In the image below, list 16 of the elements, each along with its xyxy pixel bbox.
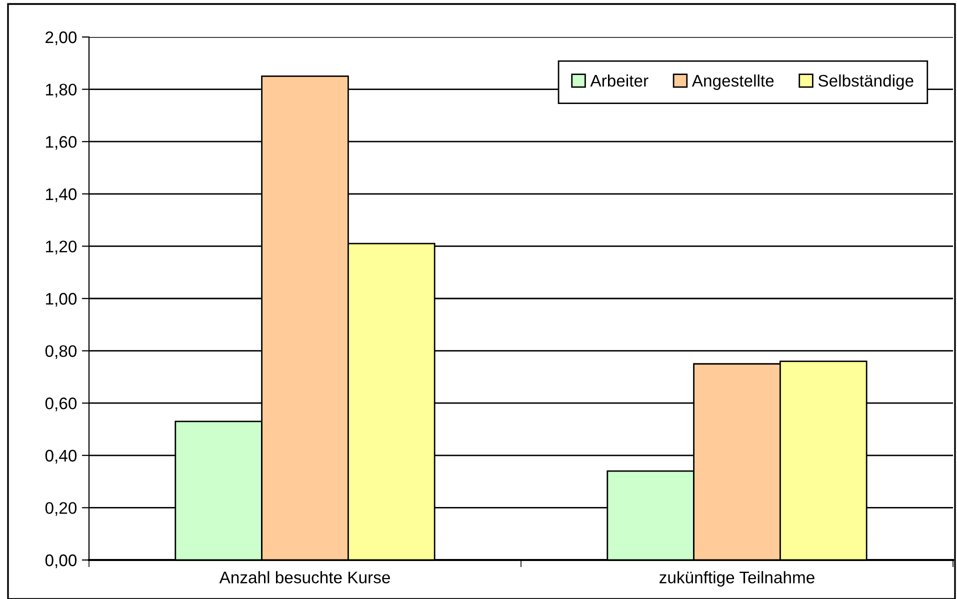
y-tick-label: 1,60 xyxy=(46,136,77,150)
x-tick-label: zukünftige Teilnahme xyxy=(660,571,814,587)
legend-label: Arbeiter xyxy=(590,74,648,87)
legend-label: Selbständige xyxy=(818,74,914,90)
y-tick-label: 0,40 xyxy=(45,450,77,464)
y-tick-label: 0,80 xyxy=(45,345,77,359)
legend-label: Angestellte xyxy=(692,74,774,90)
y-tick-label: 0,00 xyxy=(45,554,77,568)
y-tick-label: 0,20 xyxy=(45,502,77,516)
y-tick-label: 1,00 xyxy=(46,292,77,307)
x-tick-label: Anzahl besuchte Kurse xyxy=(219,571,390,584)
y-tick-label: 1,20 xyxy=(46,240,77,254)
y-tick-label: 2,00 xyxy=(46,31,77,46)
y-tick-label: 1,40 xyxy=(46,188,77,202)
y-tick-label: 1,80 xyxy=(46,84,77,98)
y-tick-label: 0,60 xyxy=(45,398,77,412)
